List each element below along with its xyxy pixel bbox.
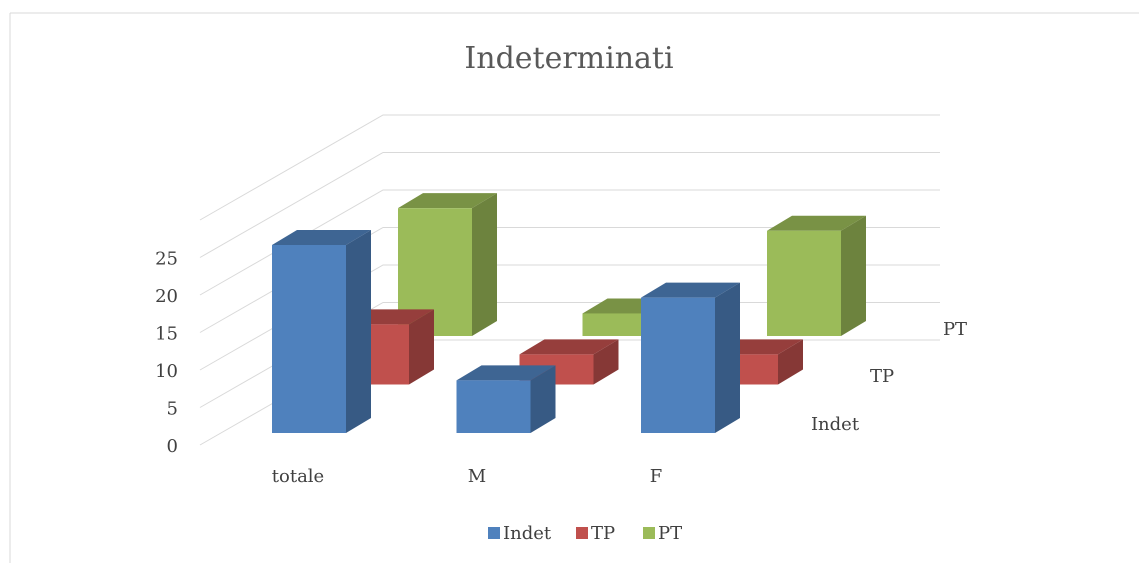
grid-line [199,227,940,333]
wall-edge [199,114,940,221]
y-tick-label: 25 [155,249,178,270]
x-tick-label: F [650,466,663,487]
legend-swatch [576,527,588,539]
bar-top [641,282,740,298]
bar-top [519,339,619,355]
x-tick-label: totale [272,466,324,487]
bar [641,297,715,433]
bar-top [398,193,497,209]
bar [456,380,531,433]
chart-title: Indeterminati [464,41,673,76]
bar-side [593,339,619,385]
bar-side [409,309,434,385]
legend-swatch [488,527,500,539]
legend-label: TP [591,523,615,544]
bar-side [472,193,497,336]
bar-side [778,339,803,385]
legend-swatch [643,527,655,539]
bar [767,230,841,336]
bar-side [841,215,866,336]
y-tick-label: 10 [155,361,178,382]
y-tick-label: 20 [155,286,178,307]
y-tick-label: 0 [167,436,178,457]
bar-side [530,365,556,433]
depth-label: Indet [811,414,860,435]
y-tick-label: 5 [167,399,178,420]
x-tick-label: M [468,466,486,487]
grid-line [199,152,940,258]
depth-label: PT [943,319,967,340]
bar [582,313,657,336]
legend-label: PT [658,523,682,544]
y-tick-label: 15 [155,324,178,345]
legend-label: Indet [503,523,552,544]
grid-line [199,264,940,371]
bar-side [715,282,740,433]
grid-line [199,189,940,296]
depth-label: TP [870,366,894,387]
bar [272,245,346,433]
bar-top [456,365,556,381]
grid-line [199,302,940,408]
bar-top [272,230,371,245]
bar-side [346,230,371,433]
bar-top [767,215,866,231]
